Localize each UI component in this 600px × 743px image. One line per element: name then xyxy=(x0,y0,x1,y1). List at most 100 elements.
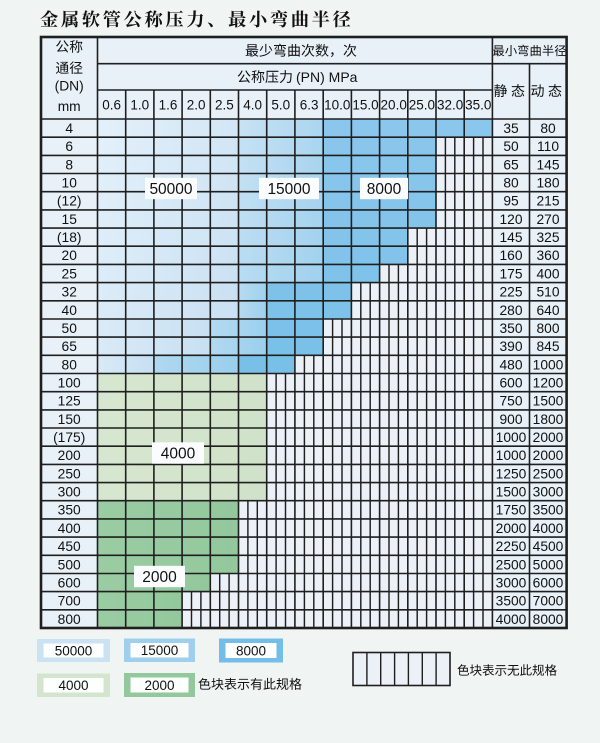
svg-text:145: 145 xyxy=(536,157,559,172)
svg-text:10: 10 xyxy=(62,176,78,191)
svg-text:360: 360 xyxy=(536,248,559,263)
svg-text:270: 270 xyxy=(536,212,559,227)
svg-text:5000: 5000 xyxy=(533,557,564,572)
svg-text:1750: 1750 xyxy=(496,503,527,518)
svg-text:350: 350 xyxy=(58,503,81,518)
svg-text:15.0: 15.0 xyxy=(352,97,378,112)
svg-text:1250: 1250 xyxy=(496,466,527,481)
svg-text:200: 200 xyxy=(58,448,81,463)
svg-text:400: 400 xyxy=(58,521,81,536)
svg-text:3000: 3000 xyxy=(533,485,564,500)
svg-text:10.0: 10.0 xyxy=(324,97,350,112)
svg-text:40: 40 xyxy=(62,303,78,318)
svg-text:800: 800 xyxy=(536,321,559,336)
svg-text:640: 640 xyxy=(536,303,559,318)
svg-text:3500: 3500 xyxy=(496,594,527,609)
svg-text:2500: 2500 xyxy=(496,557,527,572)
svg-text:110: 110 xyxy=(537,139,559,154)
svg-text:450: 450 xyxy=(58,539,81,554)
svg-text:4500: 4500 xyxy=(533,539,564,554)
svg-text:4000: 4000 xyxy=(496,612,527,627)
svg-text:5.0: 5.0 xyxy=(271,97,290,112)
svg-text:0.6: 0.6 xyxy=(102,97,121,112)
svg-text:2000: 2000 xyxy=(533,430,564,445)
svg-text:4000: 4000 xyxy=(533,521,564,536)
svg-text:4: 4 xyxy=(65,121,73,136)
svg-text:3000: 3000 xyxy=(496,576,527,591)
svg-text:150: 150 xyxy=(58,412,81,427)
svg-text:1000: 1000 xyxy=(496,430,527,445)
svg-text:480: 480 xyxy=(499,357,522,372)
svg-text:600: 600 xyxy=(499,376,522,391)
svg-text:(18): (18) xyxy=(57,230,82,245)
svg-text:80: 80 xyxy=(540,121,556,136)
svg-text:(12): (12) xyxy=(57,194,82,209)
svg-text:1500: 1500 xyxy=(496,485,527,500)
svg-text:145: 145 xyxy=(499,230,522,245)
svg-text:50000: 50000 xyxy=(55,643,93,658)
svg-text:25.0: 25.0 xyxy=(409,97,435,112)
svg-text:2000: 2000 xyxy=(142,569,177,586)
svg-text:4.0: 4.0 xyxy=(243,97,262,112)
svg-text:125: 125 xyxy=(58,394,81,409)
svg-text:35: 35 xyxy=(503,121,519,136)
svg-text:(DN): (DN) xyxy=(55,78,84,93)
svg-text:7000: 7000 xyxy=(533,594,564,609)
svg-text:2500: 2500 xyxy=(533,466,564,481)
svg-text:15000: 15000 xyxy=(267,181,310,198)
svg-text:80: 80 xyxy=(503,176,519,191)
svg-text:8: 8 xyxy=(65,157,73,172)
svg-text:15000: 15000 xyxy=(141,643,179,658)
svg-text:2.0: 2.0 xyxy=(187,97,206,112)
svg-text:845: 845 xyxy=(536,339,559,354)
svg-text:35.0: 35.0 xyxy=(465,97,491,112)
svg-text:6.3: 6.3 xyxy=(300,97,319,112)
svg-text:mm: mm xyxy=(58,99,81,114)
svg-text:175: 175 xyxy=(499,266,522,281)
svg-text:280: 280 xyxy=(499,303,522,318)
svg-text:6: 6 xyxy=(65,139,73,154)
svg-text:300: 300 xyxy=(58,485,81,500)
svg-text:(PN) MPa: (PN) MPa xyxy=(296,69,358,85)
svg-text:510: 510 xyxy=(536,285,559,300)
svg-text:15: 15 xyxy=(62,212,78,227)
svg-text:(175): (175) xyxy=(53,430,85,445)
svg-text:2000: 2000 xyxy=(533,448,564,463)
svg-text:1.0: 1.0 xyxy=(130,97,149,112)
svg-text:390: 390 xyxy=(499,339,522,354)
svg-text:700: 700 xyxy=(58,594,81,609)
svg-text:2000: 2000 xyxy=(144,678,174,693)
svg-text:95: 95 xyxy=(503,194,519,209)
svg-text:65: 65 xyxy=(503,157,519,172)
svg-text:50: 50 xyxy=(62,321,78,336)
svg-text:1500: 1500 xyxy=(533,394,564,409)
svg-text:2250: 2250 xyxy=(496,539,527,554)
svg-text:350: 350 xyxy=(499,321,522,336)
svg-text:8000: 8000 xyxy=(367,181,402,198)
svg-text:250: 250 xyxy=(58,466,81,481)
svg-text:1.6: 1.6 xyxy=(159,97,178,112)
svg-text:225: 225 xyxy=(499,285,522,300)
svg-text:1000: 1000 xyxy=(533,357,564,372)
svg-text:2000: 2000 xyxy=(496,521,527,536)
svg-text:3500: 3500 xyxy=(533,503,564,518)
svg-text:750: 750 xyxy=(499,394,522,409)
svg-text:50: 50 xyxy=(503,139,519,154)
svg-text:50000: 50000 xyxy=(149,181,192,198)
svg-text:1000: 1000 xyxy=(496,448,527,463)
svg-text:120: 120 xyxy=(499,212,522,227)
svg-text:25: 25 xyxy=(62,266,78,281)
svg-text:800: 800 xyxy=(58,612,81,627)
svg-text:32.0: 32.0 xyxy=(437,97,463,112)
svg-text:2.5: 2.5 xyxy=(215,97,234,112)
svg-text:600: 600 xyxy=(58,576,81,591)
svg-text:65: 65 xyxy=(62,339,78,354)
svg-text:8000: 8000 xyxy=(236,643,266,658)
svg-text:20.0: 20.0 xyxy=(381,97,407,112)
svg-text:1200: 1200 xyxy=(533,376,564,391)
svg-text:80: 80 xyxy=(62,357,78,372)
svg-text:1800: 1800 xyxy=(533,412,564,427)
svg-text:4000: 4000 xyxy=(161,445,196,462)
svg-text:215: 215 xyxy=(536,194,559,209)
svg-text:400: 400 xyxy=(536,266,559,281)
